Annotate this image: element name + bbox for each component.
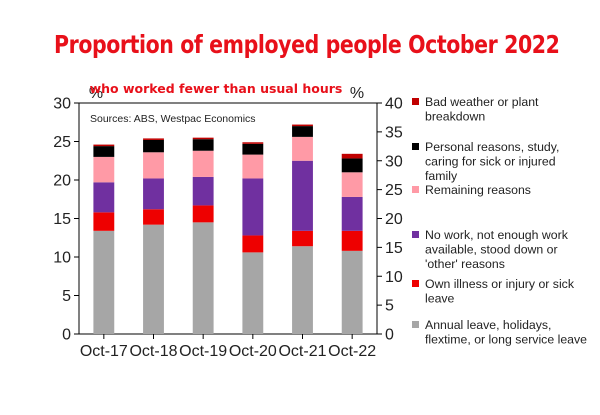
bar-segment	[192, 176, 214, 206]
x-tick-label: Oct-21	[278, 343, 326, 360]
bar-segment	[93, 182, 115, 213]
bar-segment	[292, 230, 313, 247]
bar-segment	[192, 137, 214, 140]
left-tick-label: 25	[53, 134, 71, 151]
bar-segment	[341, 153, 363, 159]
bar-segment	[192, 139, 214, 151]
right-tick-label: 25	[385, 182, 403, 199]
bar-segment	[242, 235, 264, 253]
bar-segment	[143, 152, 164, 179]
legend-swatch	[412, 231, 419, 238]
x-tick-label: Oct-17	[80, 343, 128, 360]
bar-segment	[341, 172, 363, 197]
bar-segment	[242, 252, 264, 334]
bar-segment	[292, 160, 313, 231]
right-tick-label: 20	[385, 211, 403, 228]
legend-label: Remaining reasons	[425, 183, 531, 197]
right-tick-label: 40	[385, 96, 403, 113]
left-tick-label: 5	[62, 288, 71, 305]
bar-segment	[341, 196, 363, 231]
bar-segment	[341, 250, 363, 334]
bar-segment	[242, 178, 264, 236]
bar-segment	[292, 246, 313, 334]
bar-segment	[143, 178, 164, 210]
bar-segment	[192, 150, 214, 177]
bar-segment	[143, 138, 164, 140]
chart-subtitle: who worked fewer than usual hours	[90, 81, 343, 96]
bar-segment	[292, 126, 313, 137]
left-tick-label: 15	[53, 211, 71, 228]
x-tick-label: Oct-19	[179, 343, 227, 360]
bar-segment	[93, 144, 115, 147]
bar-segment	[242, 143, 264, 155]
chart-title: Proportion of employed people October 20…	[54, 30, 560, 59]
plot-frame	[78, 102, 378, 335]
bar-segment	[93, 156, 115, 183]
bar-segment	[93, 146, 115, 157]
bar-segment	[242, 154, 264, 179]
legend-swatch	[412, 186, 419, 193]
x-tick-label: Oct-22	[328, 343, 376, 360]
left-axis-unit: %	[89, 85, 103, 102]
bar-segment	[292, 136, 313, 161]
bar-segment	[93, 230, 115, 334]
source-note: Sources: ABS, Westpac Economics	[90, 113, 256, 125]
legend-label: Personal reasons, study, caring for sick …	[425, 140, 559, 183]
legend-swatch	[412, 98, 419, 105]
legend-swatch	[412, 143, 419, 150]
bar-segment	[143, 209, 164, 225]
bar-segment	[192, 205, 214, 223]
bar-segment	[93, 212, 115, 231]
right-tick-label: 35	[385, 124, 403, 141]
left-tick-label: 10	[53, 250, 71, 267]
right-tick-label: 10	[385, 269, 403, 286]
left-tick-label: 30	[53, 96, 71, 113]
legend-swatch	[412, 280, 419, 287]
bar-segment	[143, 139, 164, 153]
right-tick-label: 5	[385, 298, 394, 315]
bar-segment	[341, 230, 363, 251]
legend: Bad weather or plant breakdown Personal re…	[412, 95, 587, 347]
legend-label: Annual leave, holidays, flextime, or long…	[425, 318, 587, 347]
x-tick-label: Oct-18	[129, 343, 177, 360]
right-tick-label: 15	[385, 240, 403, 257]
right-tick-label: 30	[385, 153, 403, 170]
bar-segment	[341, 158, 363, 173]
right-axis-unit: %	[350, 85, 364, 102]
legend-label: No work, not enough work available, stood…	[425, 228, 569, 271]
left-tick-label: 0	[62, 327, 71, 344]
left-tick-label: 20	[53, 173, 71, 190]
legend-label: Bad weather or plant breakdown	[425, 95, 539, 124]
bar-segment	[292, 124, 313, 127]
legend-swatch	[412, 321, 419, 328]
right-tick-label: 0	[385, 327, 394, 344]
bar-segment	[242, 142, 264, 144]
x-tick-label: Oct-20	[229, 343, 277, 360]
legend-label: Own illness or injury or sick leave	[425, 277, 575, 306]
bar-segment	[143, 224, 164, 334]
bar-segment	[192, 222, 214, 334]
